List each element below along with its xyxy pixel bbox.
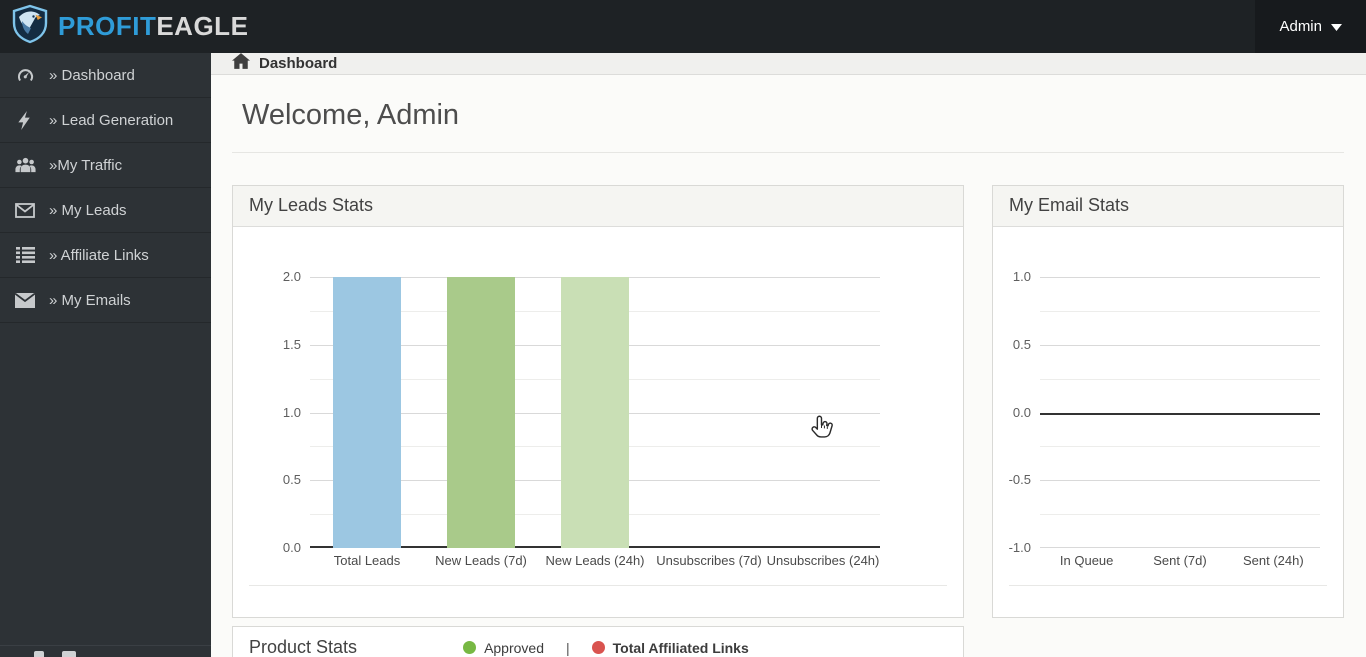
leads-stats-title: My Leads Stats [233,186,963,227]
email-chart-x-axis: In Queue Sent (7d) Sent (24h) [1040,553,1320,569]
gridline [1040,446,1320,448]
cutoff-icon [34,651,44,657]
sidebar-item-my-traffic[interactable]: »My Traffic [0,143,211,188]
email-stats-chart: 1.0 0.5 0.0 -0.5 -1.0 [993,227,1343,587]
email-chart-y-axis: 1.0 0.5 0.0 -0.5 -1.0 [993,269,1040,555]
sidebar-item-label: » Affiliate Links [49,246,149,264]
y-tick-label: -0.5 [1008,472,1031,488]
home-icon [232,53,250,74]
sidebar-item-my-emails[interactable]: » My Emails [0,278,211,323]
y-tick-label: 1.0 [1012,269,1031,284]
x-category-label: New Leads (24h) [545,553,645,568]
legend-label: Total Affiliated Links [612,639,749,656]
sidebar-item-affiliate-links[interactable]: » Affiliate Links [0,233,211,278]
green-dot-icon [463,641,477,654]
bolt-icon [14,110,36,130]
eagle-shield-icon [10,4,50,49]
legend-item-approved: Approved [463,640,544,656]
y-tick-label: 0.0 [1012,404,1031,420]
top-bar: PROFITEAGLE Admin [0,0,1366,53]
x-category-label: Sent (7d) [1153,553,1207,568]
list-icon [14,247,36,263]
leads-chart-x-axis: Total Leads New Leads (7d) New Leads (24… [310,553,880,569]
leads-stats-chart: 2.0 1.5 1.0 0.5 0.0 [233,227,963,587]
y-tick-label: 2.0 [282,269,301,284]
legend-item-total-affiliated-links: Total Affiliated Links [591,639,749,656]
gridline [1040,344,1320,346]
leads-stats-panel: My Leads Stats 2.0 1.5 1.0 0.5 0.0 [232,185,964,618]
bar-new-leads-24h [561,277,629,548]
gridline [1040,378,1320,380]
users-icon [14,157,36,174]
brand-logo: PROFITEAGLE [0,4,248,49]
gridline [1040,310,1320,312]
chart-bottom-rule [1009,585,1327,587]
x-category-label: New Leads (7d) [435,553,527,568]
sidebar-item-label: » My Emails [49,291,131,309]
y-tick-label: -1.0 [1008,540,1031,555]
y-tick-label: 0.5 [1012,336,1031,352]
gauge-icon [14,66,36,85]
page-title: Welcome, Admin [242,99,460,131]
gridline [1040,277,1320,278]
sidebar-item-label: »My Traffic [49,156,123,174]
sidebar-item-lead-generation[interactable]: » Lead Generation [0,98,211,143]
bar-new-leads-7d [447,277,515,548]
sidebar-item-label: » My Leads [49,201,127,219]
bar-total-leads [333,277,401,548]
admin-dropdown-label: Admin [1279,18,1322,35]
leads-chart-plot-area [310,277,880,548]
y-tick-label: 0.5 [282,472,301,488]
x-category-label: In Queue [1059,553,1114,568]
brand-eagle-text: EAGLE [156,11,249,41]
y-tick-label: 0.0 [282,540,301,555]
sidebar-item-dashboard[interactable]: » Dashboard [0,53,211,98]
x-category-label: Unsubscribes (7d) [656,553,762,568]
email-stats-title: My Email Stats [993,186,1343,227]
envelope-icon [14,292,36,308]
sidebar-item-cutoff[interactable] [0,645,211,657]
gridline [1040,547,1320,548]
admin-dropdown[interactable]: Admin [1255,0,1366,53]
email-stats-panel: My Email Stats 1.0 0.5 0.0 -0.5 -1.0 [992,185,1344,618]
red-dot-icon [591,641,605,654]
product-stats-header: Product Stats Approved | Total Affiliate… [233,627,963,657]
brand-profit-text: PROFIT [58,11,157,41]
cutoff-label-fragment [62,651,76,657]
divider [232,152,1344,153]
sidebar-nav: » Dashboard » Lead Generation »My Traffi… [0,53,211,657]
email-chart-plot-area [1040,277,1320,548]
x-category-label: Unsubscribes (24h) [766,553,880,568]
y-tick-label: 1.5 [282,336,301,352]
sidebar-item-label: » Dashboard [49,66,135,84]
product-stats-title: Product Stats [249,637,358,657]
x-category-label: Total Leads [333,553,401,568]
chart-bottom-rule [249,585,947,587]
x-category-label: Sent (24h) [1242,553,1304,568]
gridline [1040,514,1320,516]
chevron-down-icon [1331,18,1342,36]
y-tick-label: 1.0 [282,404,301,420]
sidebar-item-label: » Lead Generation [49,111,174,129]
breadcrumb-bar: Dashboard [211,53,1366,75]
gridline [1040,480,1320,482]
envelope-open-icon [14,202,36,218]
leads-chart-y-axis: 2.0 1.5 1.0 0.5 0.0 [233,269,310,555]
legend-label: Approved [484,639,544,656]
sidebar-item-my-leads[interactable]: » My Leads [0,188,211,233]
legend-separator: | [566,639,570,656]
product-stats-panel: Product Stats Approved | Total Affiliate… [232,626,964,657]
main-content: Welcome, Admin My Leads Stats 2.0 1.5 1.… [211,75,1366,657]
breadcrumb-label: Dashboard [259,55,338,72]
breadcrumb-dashboard[interactable]: Dashboard [232,53,337,74]
product-stats-legend: Approved | Total Affiliated Links [463,640,749,656]
zero-axis-line [1040,412,1320,415]
brand-name: PROFITEAGLE [58,11,248,42]
